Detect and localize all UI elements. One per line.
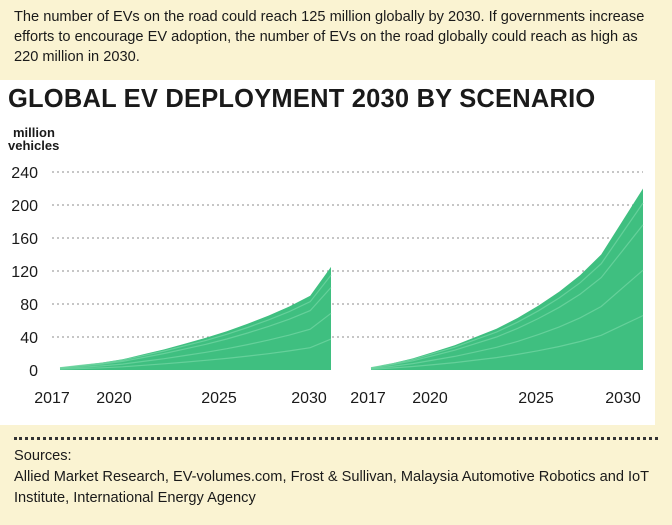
area-band-line [59, 312, 332, 370]
y-tick-label: 0 [29, 363, 38, 380]
x-tick-label: 2017 [350, 390, 386, 407]
area-series-1 [60, 266, 331, 370]
area-band-line [370, 269, 644, 370]
area-band-line [370, 202, 644, 369]
y-axis-label-line1: million [13, 125, 55, 140]
y-tick-label: 200 [11, 198, 38, 215]
x-tick-label: 2025 [518, 390, 554, 407]
y-tick-label: 120 [11, 264, 38, 281]
y-tick-label: 160 [11, 231, 38, 248]
area-band-line [59, 338, 332, 370]
y-tick-label: 80 [20, 297, 38, 314]
area-band-line [59, 287, 332, 369]
ev-deployment-chart: 0 40 80 120 160 200 240 2017 2020 2025 2030 2017 202… [11, 165, 644, 407]
x-tick-label: 2030 [605, 390, 641, 407]
chart-title: GLOBAL EV DEPLOYMENT 2030 BY SCENARIO [8, 85, 596, 113]
chart-panel: GLOBAL EV DEPLOYMENT 2030 BY SCENARIO mi… [0, 80, 655, 425]
dotted-divider [14, 437, 658, 440]
area-series-2 [371, 188, 643, 370]
area-band-line [59, 274, 332, 369]
x-tick-label: 2025 [201, 390, 237, 407]
y-tick-label: 240 [11, 165, 38, 182]
y-axis-label-line2: vehicles [8, 138, 60, 153]
area-band-line [370, 224, 644, 369]
area-band-line [370, 315, 644, 370]
x-tick-label: 2017 [34, 390, 70, 407]
sources-heading: Sources: [14, 448, 72, 464]
sources-text: Allied Market Research, EV-volumes.com, … [14, 469, 649, 506]
x-tick-label: 2020 [96, 390, 132, 407]
y-tick-label: 40 [20, 330, 38, 347]
y-axis-label: million vehicles [8, 126, 59, 152]
intro-text: The number of EVs on the road could reac… [14, 9, 645, 65]
sources-block: Sources: Allied Market Research, EV-volu… [14, 446, 654, 509]
x-tick-label: 2030 [291, 390, 327, 407]
x-tick-label: 2020 [412, 390, 448, 407]
